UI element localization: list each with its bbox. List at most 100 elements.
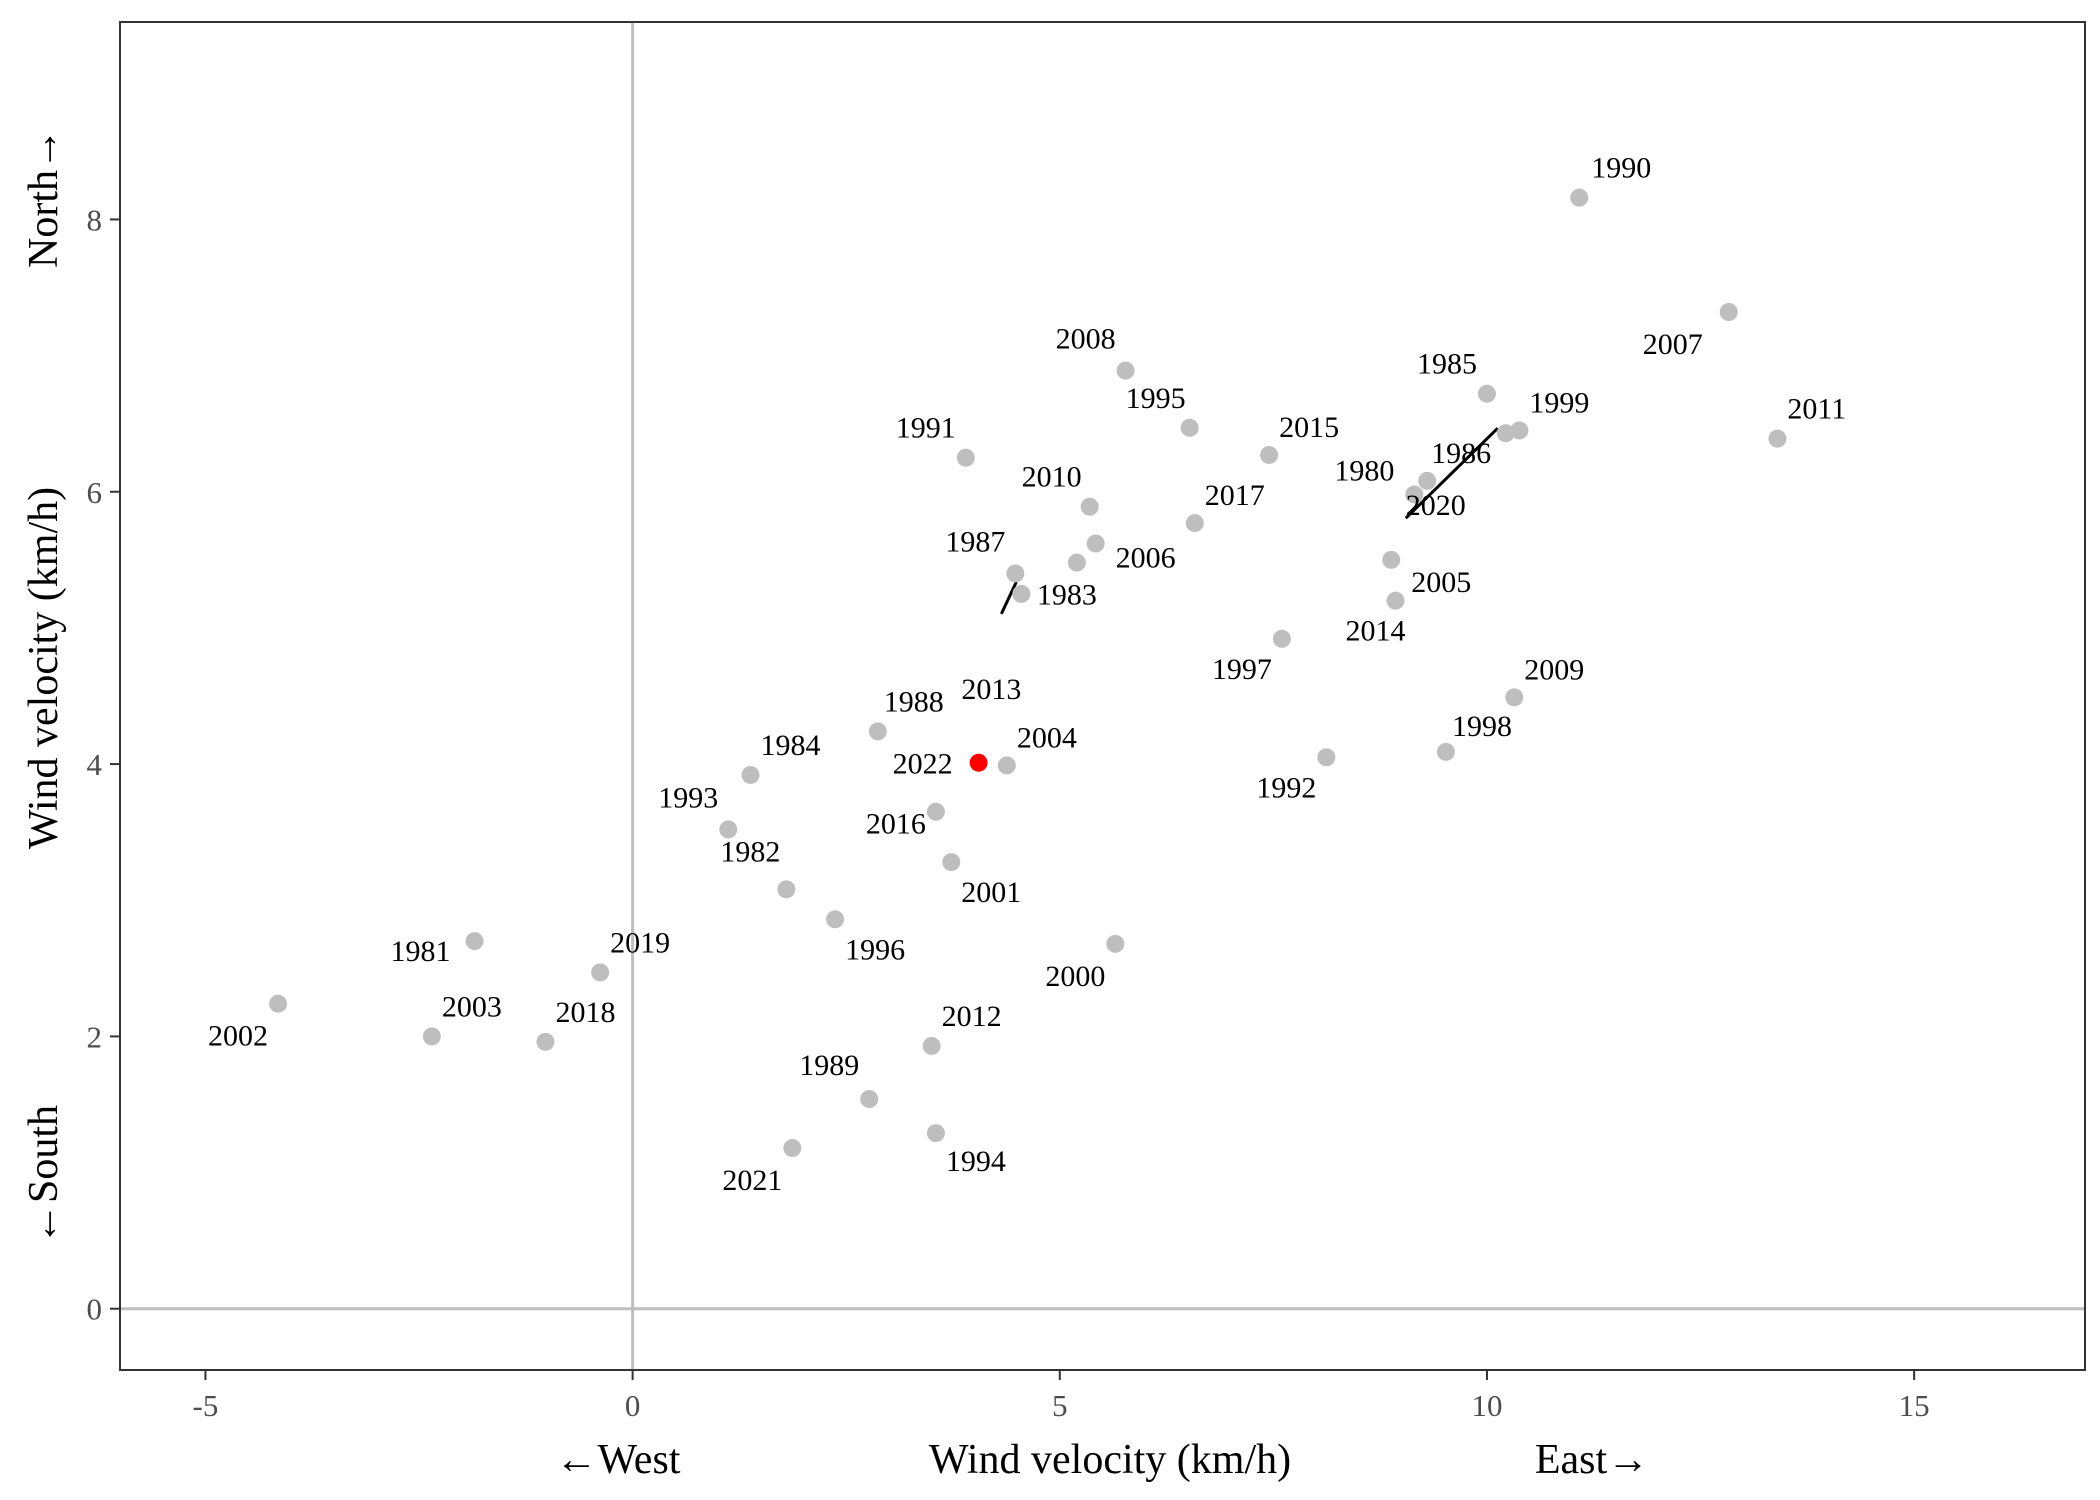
- point-label-2013: 2013: [961, 673, 1021, 706]
- x-axis-title: Wind velocity (km/h): [929, 1437, 1291, 1483]
- x-tick-label: 5: [1052, 1388, 1068, 1423]
- point-2013: [1012, 584, 1031, 603]
- point-label-1983: 1983: [1037, 579, 1097, 612]
- point-1985: [1477, 384, 1496, 403]
- point-label-2009: 2009: [1524, 653, 1584, 686]
- point-1980: [1405, 485, 1424, 504]
- x-tick-label: 10: [1471, 1388, 1502, 1423]
- point-label-2005: 2005: [1411, 566, 1471, 599]
- point-label-1982: 1982: [720, 835, 780, 868]
- point-label-1995: 1995: [1126, 382, 1186, 415]
- y-axis-north-label: North→: [21, 128, 67, 268]
- point-label-2016: 2016: [866, 808, 926, 841]
- point-2008: [1116, 361, 1135, 380]
- x-axis-east-label: East→: [1535, 1437, 1649, 1483]
- point-1991: [956, 448, 975, 467]
- point-1984: [741, 765, 760, 784]
- point-1982: [777, 880, 796, 899]
- point-label-2000: 2000: [1045, 960, 1105, 993]
- point-label-2014: 2014: [1346, 615, 1406, 648]
- point-label-2002: 2002: [208, 1020, 268, 1053]
- point-1981: [465, 932, 484, 951]
- point-2015: [1260, 445, 1279, 464]
- point-label-1997: 1997: [1212, 653, 1272, 686]
- point-label-1980: 1980: [1334, 454, 1394, 487]
- point-label-2012: 2012: [942, 1000, 1002, 1033]
- point-label-1985: 1985: [1417, 348, 1477, 381]
- y-tick-label: 6: [87, 475, 103, 510]
- point-1992: [1317, 748, 1336, 767]
- point-1988: [868, 722, 887, 741]
- point-label-2006: 2006: [1116, 541, 1176, 574]
- point-label-2004: 2004: [1017, 721, 1077, 754]
- x-axis-west-label: ←West: [556, 1437, 681, 1483]
- y-tick-label: 4: [87, 747, 103, 782]
- leader-line-2013: [999, 581, 1018, 615]
- point-2020: [1496, 424, 1515, 443]
- point-label-2011: 2011: [1787, 393, 1846, 426]
- point-1995: [1180, 418, 1199, 437]
- point-2017: [1185, 514, 1204, 533]
- leader-line-2020: [1404, 427, 1499, 520]
- point-1999: [1510, 421, 1529, 440]
- x-tick-label: 0: [625, 1388, 641, 1423]
- point-label-1999: 1999: [1529, 386, 1589, 419]
- point-label-1981: 1981: [391, 935, 451, 968]
- point-2009: [1505, 688, 1524, 707]
- point-2016: [926, 802, 945, 821]
- point-label-2007: 2007: [1643, 328, 1703, 361]
- label-leader-lines: [999, 427, 1499, 615]
- highlighted-point-2022: [969, 753, 988, 772]
- point-1996: [826, 910, 845, 929]
- point-2012: [922, 1036, 941, 1055]
- point-1989: [860, 1090, 879, 1109]
- y-tick-label: 0: [87, 1292, 103, 1327]
- point-label-1988: 1988: [884, 685, 944, 718]
- point-label-1992: 1992: [1256, 771, 1316, 804]
- point-2004: [997, 756, 1016, 775]
- point-1994: [926, 1124, 945, 1143]
- point-2006: [1086, 534, 1105, 553]
- point-label-2010: 2010: [1022, 461, 1082, 494]
- point-1986: [1418, 471, 1437, 490]
- point-label-2022: 2022: [893, 748, 953, 781]
- y-tick-label: 8: [87, 202, 103, 237]
- point-2014: [1386, 591, 1405, 610]
- point-label-2008: 2008: [1056, 323, 1116, 356]
- point-2002: [269, 994, 288, 1013]
- x-tick-label: 15: [1899, 1388, 1930, 1423]
- point-label-1990: 1990: [1591, 152, 1651, 185]
- point-label-2020: 2020: [1406, 489, 1466, 522]
- point-label-1993: 1993: [658, 781, 718, 814]
- point-label-2018: 2018: [555, 996, 615, 1029]
- point-label-1998: 1998: [1452, 710, 1512, 743]
- point-label-2021: 2021: [722, 1164, 782, 1197]
- point-2003: [422, 1027, 441, 1046]
- point-2001: [942, 853, 961, 872]
- data-points: [269, 188, 1787, 1158]
- point-1997: [1272, 629, 1291, 648]
- point-1998: [1436, 742, 1455, 761]
- point-2000: [1106, 934, 1125, 953]
- y-axis-south-label: ←South: [21, 1105, 67, 1245]
- point-2007: [1719, 303, 1738, 322]
- y-axis-ticks: 0 2 4 6 8: [87, 202, 120, 1327]
- point-label-2019: 2019: [610, 926, 670, 959]
- x-tick-label: -5: [193, 1388, 219, 1423]
- point-2018: [536, 1032, 555, 1051]
- point-label-2017: 2017: [1205, 479, 1265, 512]
- point-label-1996: 1996: [845, 933, 905, 966]
- point-2010: [1080, 497, 1099, 516]
- point-label-1986: 1986: [1431, 437, 1491, 470]
- point-label-2001: 2001: [961, 876, 1021, 909]
- plot-panel-border: [119, 21, 2086, 1371]
- point-label-1987: 1987: [945, 525, 1005, 558]
- point-1993: [719, 820, 738, 839]
- point-label-1991: 1991: [896, 412, 956, 445]
- y-tick-label: 2: [87, 1019, 103, 1054]
- point-label-2003: 2003: [442, 990, 502, 1023]
- point-2011: [1768, 429, 1787, 448]
- x-axis-ticks: -5 0 5 10 15: [193, 1370, 1930, 1423]
- point-2005: [1382, 550, 1401, 569]
